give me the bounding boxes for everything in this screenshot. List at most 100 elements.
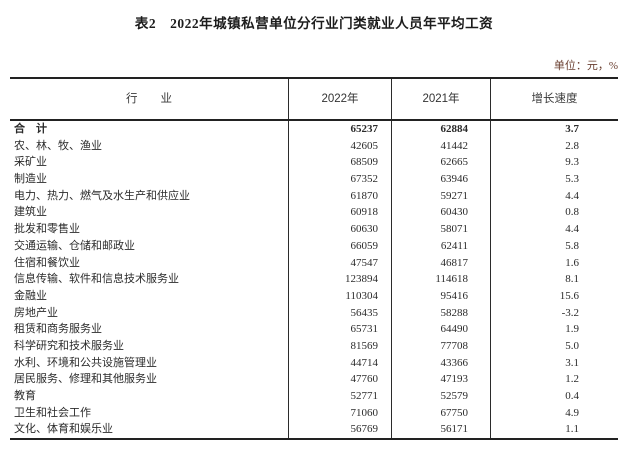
growth-cell: 1.6 [490, 254, 618, 272]
industry-cell: 教育 [14, 390, 36, 402]
value-2022-cell: 44714 [288, 354, 391, 372]
page-title: 表2 2022年城镇私营单位分行业门类就业人员年平均工资 [134, 16, 494, 31]
value-2022-cell: 42605 [288, 137, 391, 155]
value-2021-cell: 64490 [391, 321, 490, 338]
value-2021-cell: 41442 [391, 137, 490, 155]
unit-note: 单位：元，% [553, 60, 618, 72]
value-2021-cell: 114618 [391, 271, 490, 288]
table-row: 信息传输、软件和信息技术服务业 123894 114618 8.1 [10, 271, 618, 288]
value-2022-cell: 56769 [288, 421, 391, 439]
growth-cell: 1.9 [490, 321, 618, 338]
value-2022-cell: 68509 [288, 154, 391, 172]
industry-cell: 水利、环境和公共设施管理业 [14, 356, 157, 369]
value-2021-cell: 63946 [391, 171, 490, 188]
growth-cell: 4.9 [490, 404, 618, 422]
growth-cell: 5.8 [490, 237, 618, 255]
value-2021-cell: 58288 [391, 304, 490, 322]
growth-cell: 4.4 [490, 221, 618, 238]
table-row: 科学研究和技术服务业 81569 77708 5.0 [10, 337, 618, 355]
value-2022-cell: 123894 [288, 271, 391, 288]
value-2021-cell: 52579 [391, 388, 490, 405]
value-2022-cell: 65731 [288, 321, 391, 338]
value-2022-cell: 52771 [288, 388, 391, 405]
table-row: 租赁和商务服务业 65731 64490 1.9 [10, 321, 618, 338]
industry-cell: 金融业 [14, 289, 47, 302]
industry-cell: 制造业 [14, 173, 47, 186]
value-2022-cell: 71060 [288, 404, 391, 422]
table-row: 交通运输、仓储和邮政业 66059 62411 5.8 [10, 237, 618, 255]
column-header-2022: 2022年 [288, 79, 391, 119]
table-row: 教育 52771 52579 0.4 [10, 388, 618, 405]
industry-cell: 居民服务、修理和其他服务业 [14, 373, 157, 386]
column-header-industry: 行 业 [126, 93, 172, 105]
table-row: 建筑业 60918 60430 0.8 [10, 204, 618, 222]
wage-table: 行 业 2022年 2021年 增长速度 合 计 65237 62884 3.7 农、林… [10, 77, 618, 441]
growth-cell: 15.6 [490, 287, 618, 305]
growth-cell: 1.1 [490, 421, 618, 439]
value-2022-cell: 65237 [288, 121, 391, 138]
growth-cell: 0.8 [490, 204, 618, 222]
table-row: 房地产业 56435 58288 -3.2 [10, 304, 618, 322]
value-2022-cell: 60630 [288, 221, 391, 238]
value-2022-cell: 47547 [288, 254, 391, 272]
industry-cell: 合 计 [14, 123, 47, 135]
growth-cell: 5.3 [490, 171, 618, 188]
table-row: 合 计 65237 62884 3.7 [10, 121, 618, 138]
table-row: 制造业 67352 63946 5.3 [10, 171, 618, 188]
industry-cell: 住宿和餐饮业 [14, 256, 80, 269]
growth-cell: -3.2 [490, 304, 618, 322]
industry-cell: 农、林、牧、渔业 [14, 139, 102, 152]
industry-cell: 文化、体育和娱乐业 [14, 423, 113, 436]
value-2021-cell: 62884 [391, 121, 490, 138]
industry-cell: 卫生和社会工作 [14, 406, 91, 419]
column-header-growth: 增长速度 [490, 79, 618, 119]
growth-cell: 9.3 [490, 154, 618, 172]
industry-cell: 科学研究和技术服务业 [14, 339, 124, 352]
value-2021-cell: 43366 [391, 354, 490, 372]
value-2021-cell: 46817 [391, 254, 490, 272]
column-header-2021: 2021年 [391, 79, 490, 119]
value-2022-cell: 67352 [288, 171, 391, 188]
table-row: 批发和零售业 60630 58071 4.4 [10, 221, 618, 238]
value-2022-cell: 110304 [288, 287, 391, 305]
table-row: 文化、体育和娱乐业 56769 56171 1.1 [10, 421, 618, 439]
value-2021-cell: 95416 [391, 287, 490, 305]
table-row: 金融业 110304 95416 15.6 [10, 287, 618, 305]
table-row: 住宿和餐饮业 47547 46817 1.6 [10, 254, 618, 272]
table-row: 农、林、牧、渔业 42605 41442 2.8 [10, 137, 618, 155]
growth-cell: 8.1 [490, 271, 618, 288]
value-2022-cell: 47760 [288, 371, 391, 388]
table-body: 合 计 65237 62884 3.7 农、林、牧、渔业 42605 41442 2.8 采矿业… [10, 121, 618, 439]
growth-cell: 3.7 [490, 121, 618, 138]
industry-cell: 建筑业 [14, 206, 47, 219]
table-row: 水利、环境和公共设施管理业 44714 43366 3.1 [10, 354, 618, 372]
value-2022-cell: 81569 [288, 337, 391, 355]
table-row: 电力、热力、燃气及水生产和供应业 61870 59271 4.4 [10, 187, 618, 205]
growth-cell: 5.0 [490, 337, 618, 355]
value-2021-cell: 47193 [391, 371, 490, 388]
industry-cell: 批发和零售业 [14, 223, 80, 236]
value-2021-cell: 77708 [391, 337, 490, 355]
industry-cell: 电力、热力、燃气及水生产和供应业 [14, 189, 190, 202]
growth-cell: 4.4 [490, 187, 618, 205]
value-2021-cell: 56171 [391, 421, 490, 439]
industry-cell: 信息传输、软件和信息技术服务业 [14, 273, 179, 286]
growth-cell: 2.8 [490, 137, 618, 155]
value-2021-cell: 58071 [391, 221, 490, 238]
growth-cell: 0.4 [490, 388, 618, 405]
value-2022-cell: 60918 [288, 204, 391, 222]
value-2022-cell: 61870 [288, 187, 391, 205]
value-2022-cell: 66059 [288, 237, 391, 255]
table-row: 居民服务、修理和其他服务业 47760 47193 1.2 [10, 371, 618, 388]
growth-cell: 1.2 [490, 371, 618, 388]
industry-cell: 交通运输、仓储和邮政业 [14, 239, 135, 252]
value-2021-cell: 62411 [391, 237, 490, 255]
growth-cell: 3.1 [490, 354, 618, 372]
industry-cell: 采矿业 [14, 156, 47, 169]
value-2021-cell: 62665 [391, 154, 490, 172]
table-header-row: 行 业 2022年 2021年 增长速度 [10, 79, 618, 121]
table-row: 卫生和社会工作 71060 67750 4.9 [10, 404, 618, 422]
value-2022-cell: 56435 [288, 304, 391, 322]
industry-cell: 租赁和商务服务业 [14, 323, 102, 336]
industry-cell: 房地产业 [14, 306, 58, 319]
